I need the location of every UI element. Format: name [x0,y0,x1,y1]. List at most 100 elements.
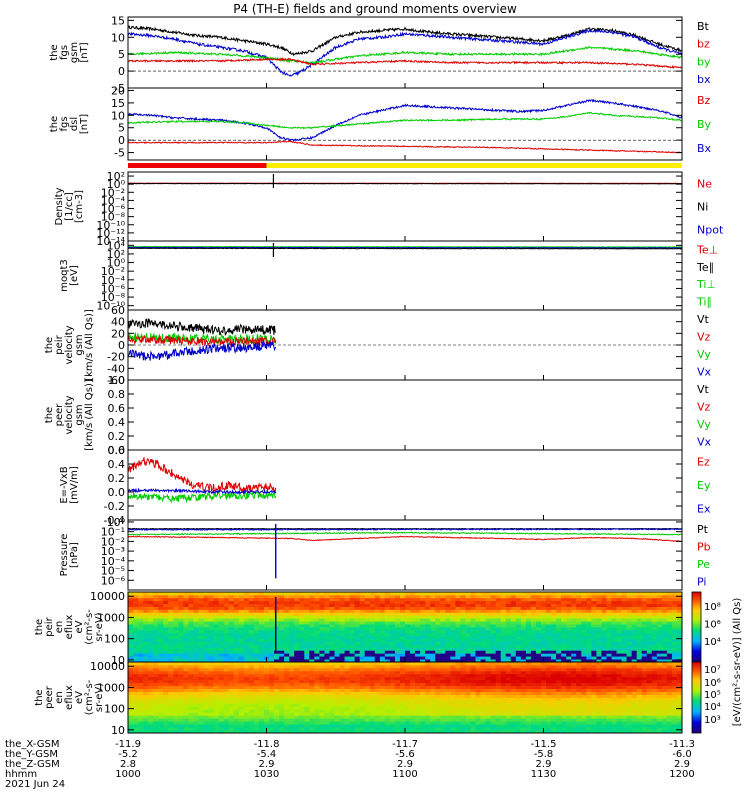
spectrogram-cell [395,615,400,618]
spectrogram-cell [465,668,470,671]
spectrogram-cell [375,618,380,621]
spectrogram-cell [163,662,168,665]
spectrogram-cell [254,695,259,698]
spectrogram-cell [234,630,239,633]
spectrogram-cell [334,712,339,715]
spectrogram-cell [455,627,460,630]
spectrogram-cell [163,700,168,703]
spectrogram-cell [138,647,143,650]
spectrogram-cell [294,680,299,683]
spectrogram-cell [455,636,460,639]
spectrogram-cell [350,695,355,698]
spectrogram-cell [410,698,415,701]
spectrogram-cell [143,650,148,653]
spectrogram-cell [521,639,526,642]
spectrogram-cell [229,698,234,701]
spectrogram-cell [405,601,410,604]
spectrogram-cell [611,604,616,607]
spectrogram-cell [455,642,460,645]
spectrogram-cell [430,630,435,633]
spectrogram-cell [304,621,309,624]
spectrogram-cell [309,686,314,689]
spectrogram-cell [672,604,677,607]
spectrogram-cell [455,683,460,686]
spectrogram-cell [173,645,178,648]
spectrogram-cell [617,636,622,639]
spectrogram-cell [375,627,380,630]
spectrogram-cell [420,665,425,668]
spectrogram-cell [591,621,596,624]
spectrogram-cell [314,662,319,665]
spectrogram-cell [163,653,168,656]
spectrogram-cell [133,604,138,607]
spectrogram-cell [385,668,390,671]
spectrogram-cell [229,668,234,671]
spectrogram-cell [128,639,133,642]
spectrogram-cell [304,607,309,610]
spectrogram-cell [370,598,375,601]
spectrogram-cell [274,662,279,665]
spectrogram-cell [219,610,224,613]
spectrogram-cell [420,674,425,677]
spectrogram-cell [400,721,405,724]
spectrogram-cell [269,627,274,630]
spectrogram-cell [531,703,536,706]
spectrogram-cell [289,601,294,604]
spectrogram-cell [178,650,183,653]
spectrogram-cell [193,653,198,656]
spectrogram-cell [370,677,375,680]
spectrogram-cell [400,665,405,668]
spectrogram-cell [304,686,309,689]
spectrogram-cell [667,627,672,630]
legend-Pi: Pi [697,575,706,588]
spectrogram-cell [183,677,188,680]
spectrogram-cell [455,621,460,624]
spectrogram-cell [319,630,324,633]
spectrogram-cell [219,674,224,677]
spectrogram-cell [314,703,319,706]
spectrogram-cell [541,610,546,613]
spectrogram-cell [370,692,375,695]
spectrogram-cell [299,706,304,709]
spectrogram-cell [309,698,314,701]
spectrogram-cell [299,653,304,656]
spectrogram-cell [279,662,284,665]
spectrogram-cell [531,595,536,598]
spectrogram-cell [415,677,420,680]
spectrogram-cell [536,677,541,680]
spectrogram-cell [395,727,400,730]
spectrogram-cell [314,601,319,604]
spectrogram-cell [289,618,294,621]
spectrogram-cell [667,607,672,610]
spectrogram-cell [541,671,546,674]
spectrogram-cell [188,647,193,650]
spectrogram-cell [128,709,133,712]
spectrogram-cell [173,647,178,650]
spectrogram-cell [199,618,204,621]
spectrogram-cell [516,668,521,671]
spectrogram-cell [244,610,249,613]
spectrogram-cell [460,607,465,610]
spectrogram-cell [581,621,586,624]
spectrogram-cell [541,709,546,712]
spectrogram-cell [340,598,345,601]
spectrogram-cell [219,612,224,615]
spectrogram-cell [234,604,239,607]
spectrogram-cell [440,598,445,601]
spectrogram-cell [465,627,470,630]
spectrogram-cell [239,610,244,613]
spectrogram-cell [521,718,526,721]
spectrogram-cell [183,630,188,633]
spectrogram-cell [481,595,486,598]
spectrogram-cell [193,621,198,624]
spectrogram-cell [284,650,289,653]
spectrogram-cell [455,618,460,621]
spectrogram-cell [450,689,455,692]
spectrogram-cell [360,598,365,601]
spectrogram-cell [274,665,279,668]
spectrogram-cell [506,727,511,730]
spectrogram-cell [541,703,546,706]
spectrogram-cell [244,686,249,689]
spectrogram-cell [410,627,415,630]
spectrogram-cell [460,712,465,715]
